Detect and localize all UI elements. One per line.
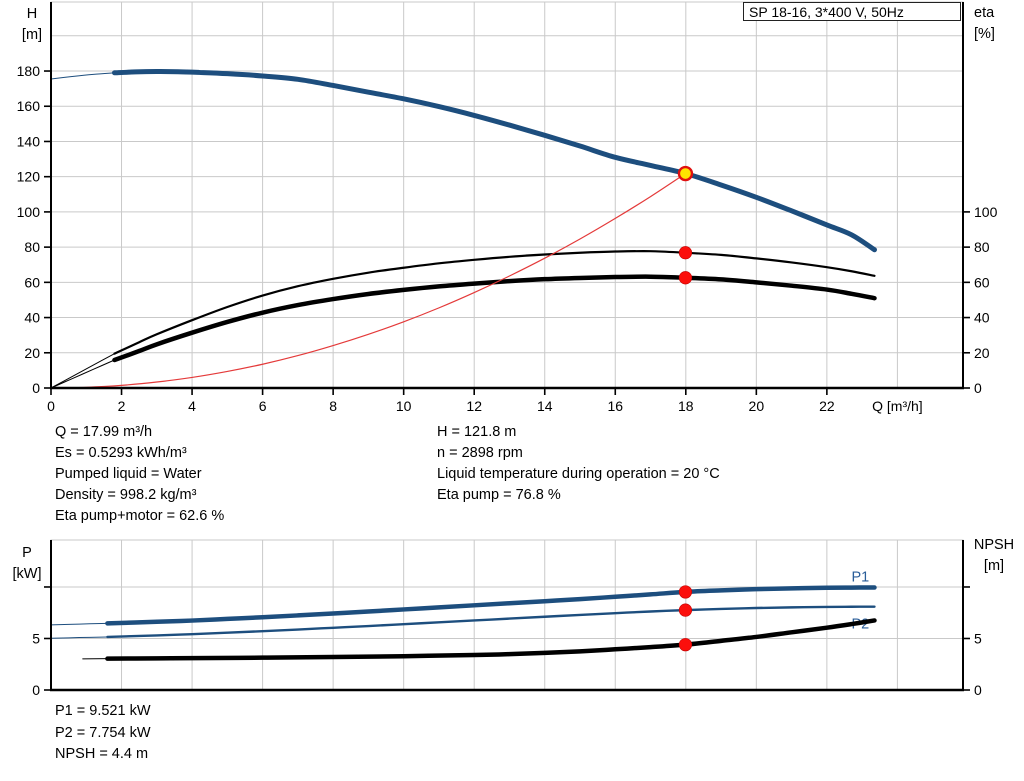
- h-axis-title: H [m]: [14, 4, 50, 46]
- duty-point-eta-pump-motor: [678, 271, 693, 285]
- markers: [677, 165, 694, 285]
- svg-text:100: 100: [17, 204, 41, 220]
- npsh-axis-title-line2: [m]: [983, 558, 1005, 574]
- info-line: Es = 0.5293 kWh/m³: [55, 445, 187, 461]
- eta-axis-title-line2: [%]: [974, 26, 995, 42]
- p-axis-title-line2: [kW]: [12, 566, 42, 582]
- svg-text:120: 120: [17, 169, 41, 185]
- npsh-axis-title-line1: NPSH: [973, 537, 1015, 553]
- info-line: P1 = 9.521 kW: [55, 703, 151, 719]
- svg-text:60: 60: [974, 274, 990, 290]
- grid: [50, 539, 964, 691]
- svg-text:80: 80: [974, 239, 990, 255]
- series: [50, 69, 877, 389]
- svg-text:12: 12: [466, 398, 482, 414]
- info-line: H = 121.8 m: [437, 424, 517, 440]
- svg-text:80: 80: [24, 239, 40, 255]
- h-axis-title-line2: [m]: [21, 27, 43, 43]
- p1-curve: [105, 585, 877, 626]
- p-axis-title: P [kW]: [6, 543, 48, 585]
- eta-pump-motor-curve-lead: [50, 359, 115, 389]
- svg-text:20: 20: [749, 398, 765, 414]
- svg-text:40: 40: [974, 310, 990, 326]
- svg-text:0: 0: [47, 398, 55, 414]
- info-line: Liquid temperature during operation = 20…: [437, 466, 720, 482]
- markers: [678, 585, 693, 652]
- axis-ticks: 0 20 40 60 80 100 120 140 160 180 0 20 40 60 80 100 0 2 4 6…: [17, 63, 998, 414]
- svg-text:100: 100: [974, 204, 998, 220]
- eta-axis-title-line1: eta: [974, 5, 995, 21]
- info-line: P2 = 7.754 kW: [55, 724, 151, 741]
- chart-title-box: SP 18-16, 3*400 V, 50Hz: [743, 2, 961, 21]
- svg-text:4: 4: [188, 398, 196, 414]
- axes: [50, 540, 964, 692]
- axes: [50, 2, 964, 390]
- series: [50, 585, 877, 661]
- svg-text:0: 0: [32, 380, 40, 396]
- svg-text:8: 8: [329, 398, 337, 414]
- svg-text:20: 20: [24, 345, 40, 361]
- svg-text:5: 5: [974, 630, 982, 646]
- info-line: Density = 998.2 kg/m³: [55, 487, 197, 503]
- eta-pump-curve: [113, 250, 876, 355]
- qh-chart: 0 20 40 60 80 100 120 140 160 180 0 20 40 60 80 100 0 2 4 6…: [17, 1, 998, 414]
- svg-text:6: 6: [259, 398, 267, 414]
- svg-text:0: 0: [32, 682, 40, 698]
- info-block-left: Q = 17.99 m³/h Es = 0.5293 kWh/m³ Pumped…: [55, 422, 224, 527]
- svg-text:20: 20: [974, 345, 990, 361]
- svg-text:180: 180: [17, 63, 41, 79]
- duty-point-p1: [678, 585, 693, 599]
- info-block-bottom: P1 = 9.521 kW P2 = 7.754 kW NPSH = 4.4 m: [55, 701, 151, 766]
- svg-text:2: 2: [118, 398, 126, 414]
- p1-curve-lead: [50, 622, 108, 626]
- h-axis-title-line1: H: [26, 6, 38, 22]
- info-line: n = 2898 rpm: [437, 445, 523, 461]
- duty-point-eta-pump: [678, 246, 693, 260]
- duty-point-npsh: [678, 638, 693, 652]
- svg-text:10: 10: [396, 398, 412, 414]
- eta-pump-curve-lead: [50, 353, 115, 389]
- svg-text:0: 0: [974, 682, 982, 698]
- p2-curve-lead: [50, 636, 108, 639]
- duty-point-qh: [677, 165, 694, 182]
- svg-text:16: 16: [607, 398, 623, 414]
- svg-text:Q [m³/h]: Q [m³/h]: [872, 398, 923, 414]
- svg-text:0: 0: [974, 380, 982, 396]
- duty-point-p2: [678, 603, 693, 617]
- system-curve: [50, 172, 687, 389]
- p1-curve-label: P1: [851, 570, 869, 586]
- head-curve-lead: [50, 72, 115, 80]
- svg-text:14: 14: [537, 398, 553, 414]
- npsh-curve: [105, 618, 877, 661]
- svg-text:40: 40: [24, 310, 40, 326]
- svg-text:160: 160: [17, 98, 41, 114]
- svg-text:5: 5: [32, 630, 40, 646]
- info-block-right: H = 121.8 m n = 2898 rpm Liquid temperat…: [437, 422, 720, 506]
- p2-curve: [106, 605, 876, 639]
- axis-ticks: 0 5 0 5: [32, 586, 982, 698]
- info-line: Eta pump = 76.8 %: [437, 487, 561, 503]
- info-line: Q = 17.99 m³/h: [55, 424, 153, 440]
- svg-text:18: 18: [678, 398, 694, 414]
- info-line: Eta pump+motor = 62.6 %: [55, 508, 225, 524]
- eta-pump-motor-curve: [112, 274, 877, 363]
- head-curve: [111, 69, 877, 253]
- svg-text:22: 22: [819, 398, 835, 414]
- grid: [50, 1, 964, 389]
- info-line: NPSH = 4.4 m: [55, 746, 149, 762]
- svg-text:140: 140: [17, 133, 41, 149]
- info-line: Pumped liquid = Water: [55, 466, 202, 482]
- npsh-axis-title: NPSH [m]: [964, 535, 1024, 577]
- svg-text:60: 60: [24, 274, 40, 290]
- p-axis-title-line1: P: [22, 545, 32, 561]
- eta-axis-title: eta [%]: [974, 3, 1020, 45]
